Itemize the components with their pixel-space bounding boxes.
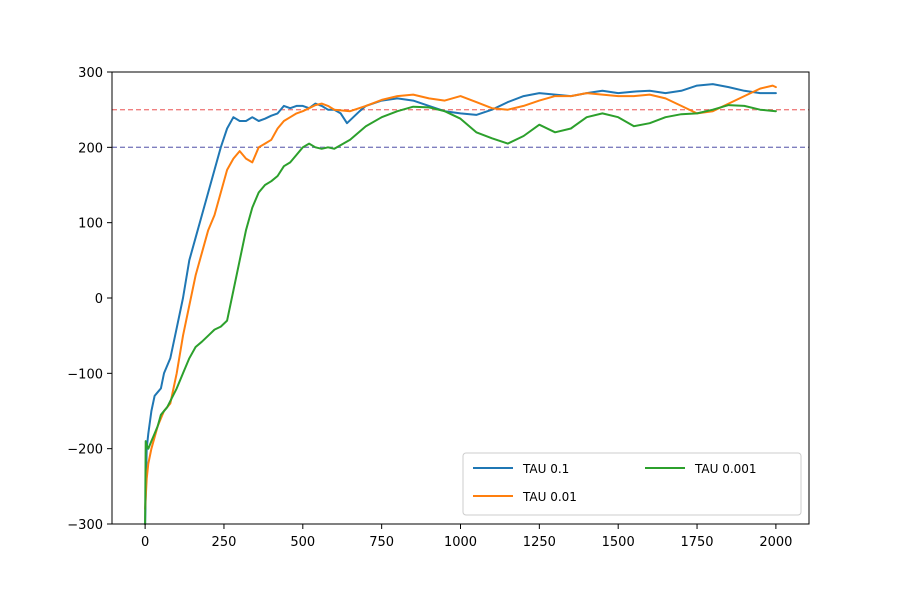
legend-box — [462, 452, 802, 516]
series-line-3 — [144, 104, 777, 525]
y-tick-label: −100 — [67, 367, 103, 382]
y-tick-label: −300 — [67, 518, 103, 533]
legend-label-1: TAU 0.1 — [522, 462, 569, 476]
y-tick-label: 0 — [95, 292, 103, 307]
series-line-2 — [144, 84, 777, 510]
x-tick-label: 1750 — [680, 535, 713, 550]
y-tick-label: 300 — [78, 66, 103, 81]
series-lines — [144, 83, 777, 525]
y-tick-label: 100 — [78, 217, 103, 232]
y-tick-label: −200 — [67, 443, 103, 458]
x-tick-label: 1000 — [444, 535, 477, 550]
legend-label-3: TAU 0.001 — [694, 462, 757, 476]
x-tick-label: 0 — [141, 535, 149, 550]
x-tick-label: 750 — [369, 535, 394, 550]
axes: 0 250 500 750 1000 1250 1500 1750 2000−300−200−1… — [67, 66, 810, 550]
legend-label-2: TAU 0.01 — [522, 490, 577, 504]
legend: TAU 0.1 TAU 0.01 TAU 0.001 — [462, 452, 802, 516]
x-tick-label: 250 — [212, 535, 237, 550]
y-tick-label: 200 — [78, 141, 103, 156]
x-tick-label: 1500 — [602, 535, 635, 550]
x-tick-label: 1250 — [523, 535, 556, 550]
reference-lines — [112, 109, 809, 148]
series-line-1 — [144, 83, 777, 525]
x-tick-label: 2000 — [759, 535, 792, 550]
x-tick-label: 500 — [290, 535, 315, 550]
